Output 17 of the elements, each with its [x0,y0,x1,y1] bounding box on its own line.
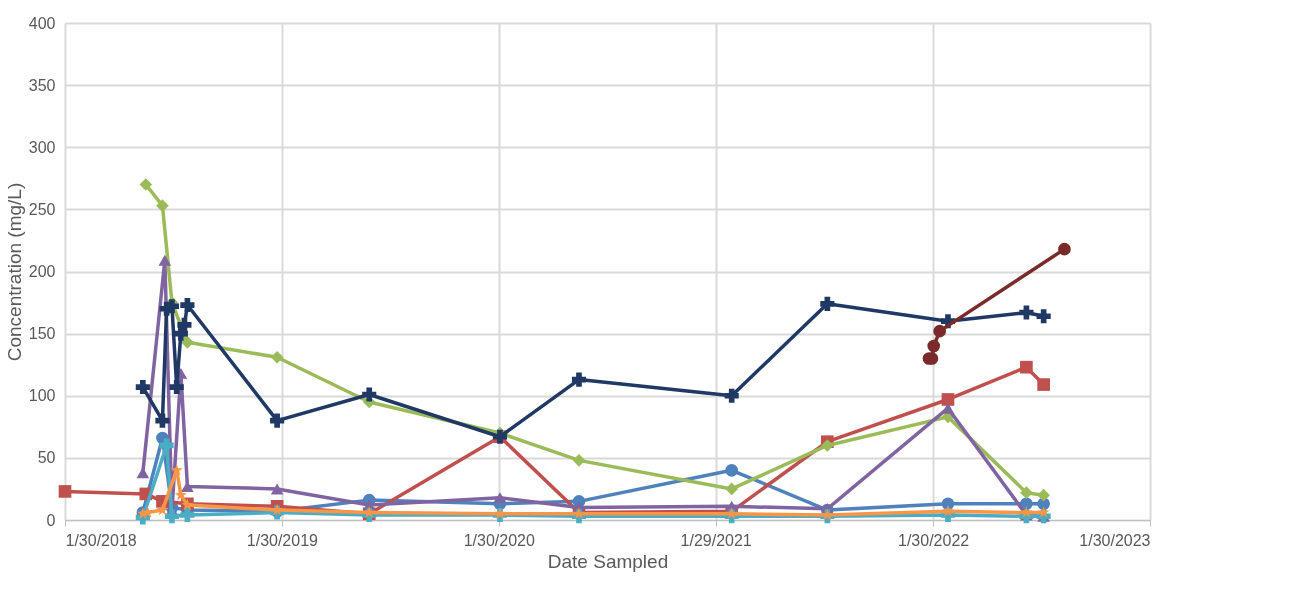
y-tick-label: 0 [46,511,56,529]
y-tick-label: 350 [28,76,56,94]
x-tick-label: 1/30/2023 [1079,531,1151,549]
x-tick-label: 1/30/2022 [898,531,970,549]
x-tick-label: 1/30/2020 [463,531,535,549]
y-tick-label: 200 [28,263,56,280]
y-tick-label: 250 [28,200,56,218]
x-axis-title: Date Sampled [547,550,669,572]
y-tick-label: 50 [37,449,56,467]
y-axis-title: Concentration (mg/L) [3,182,25,362]
y-tick-label: 400 [28,14,56,32]
y-tick-label: 300 [28,138,56,156]
y-tick-label: 100 [28,387,56,405]
x-tick-label: 1/30/2019 [246,531,319,549]
y-tick-label: 150 [28,325,56,343]
x-tick-label: 1/29/2021 [680,531,752,549]
x-tick-label: 1/30/2018 [65,531,137,549]
